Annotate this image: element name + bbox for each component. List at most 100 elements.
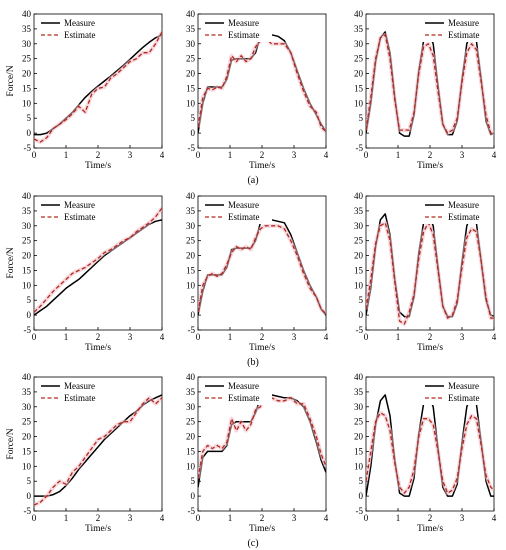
legend: Measure Estimate xyxy=(38,198,108,224)
x-tick-label: 2 xyxy=(96,150,101,160)
estimate-band xyxy=(366,32,494,136)
y-tick-label: 40 xyxy=(354,9,364,19)
legend: Measure Estimate xyxy=(202,16,272,42)
x-tick-label: 3 xyxy=(128,332,133,342)
x-tick-label: 3 xyxy=(128,513,133,523)
legend: Measure Estimate xyxy=(422,379,492,405)
x-tick-label: 4 xyxy=(160,513,165,523)
y-tick-label: 5 xyxy=(359,476,364,486)
caption-b: (b) xyxy=(247,357,259,368)
y-tick-label: 25 xyxy=(22,236,32,246)
y-tick-label: 30 xyxy=(186,221,196,231)
y-tick-label: 25 xyxy=(354,54,364,64)
series-estimate xyxy=(366,34,494,134)
y-tick-label: 35 xyxy=(186,206,196,216)
x-axis-title: Time/s xyxy=(85,161,111,171)
y-tick-label: 35 xyxy=(354,387,364,397)
legend-label: Measure xyxy=(228,18,259,28)
y-tick-label: 35 xyxy=(22,387,32,397)
caption-c: (c) xyxy=(247,538,258,549)
x-tick-label: 3 xyxy=(460,150,465,160)
x-tick-label: 2 xyxy=(428,332,433,342)
y-tick-label: 15 xyxy=(354,265,364,275)
y-tick-label: 20 xyxy=(354,251,364,261)
legend-label: Estimate xyxy=(448,30,480,40)
series-estimate xyxy=(198,37,326,133)
x-tick-label: 4 xyxy=(324,332,329,342)
chart-a3: 0 1 2 3 4-50510152025303540Time/sMeasureEsti… xyxy=(354,9,497,171)
y-tick-label: 40 xyxy=(186,191,196,201)
legend-label: Estimate xyxy=(64,30,96,40)
x-tick-label: 0 xyxy=(364,150,369,160)
y-tick-label: 10 xyxy=(354,280,364,290)
y-tick-label: 40 xyxy=(22,9,32,19)
chart-a2: 0 1 2 3 4-50510152025303540Time/sMeasureEsti… xyxy=(186,9,329,171)
y-tick-label: 35 xyxy=(22,24,32,34)
x-axis-title: Time/s xyxy=(249,343,275,353)
x-tick-label: 4 xyxy=(160,332,165,342)
x-axis-title: Time/s xyxy=(417,343,443,353)
legend-label: Estimate xyxy=(228,212,260,222)
legend-label: Measure xyxy=(448,381,479,391)
x-axis-title: Time/s xyxy=(85,343,111,353)
chart-c2: 0 1 2 3 4-50510152025303540Time/sMeasureEsti… xyxy=(186,372,329,534)
y-tick-label: -5 xyxy=(188,506,196,516)
x-tick-label: 3 xyxy=(292,150,297,160)
y-tick-label: -5 xyxy=(188,143,196,153)
y-tick-label: 25 xyxy=(22,54,32,64)
legend-box xyxy=(38,379,108,405)
y-tick-label: 10 xyxy=(354,461,364,471)
legend-box xyxy=(202,379,272,405)
x-axis-title: Time/s xyxy=(249,524,275,534)
y-tick-label: 0 xyxy=(359,310,364,320)
y-tick-label: 30 xyxy=(354,39,364,49)
x-tick-label: 0 xyxy=(32,513,37,523)
legend: Measure Estimate xyxy=(202,379,272,405)
legend-box xyxy=(202,16,272,42)
x-tick-label: 2 xyxy=(96,332,101,342)
y-tick-label: 20 xyxy=(354,432,364,442)
y-tick-label: -5 xyxy=(188,325,196,335)
y-tick-label: 10 xyxy=(22,98,32,108)
x-tick-label: 1 xyxy=(396,150,401,160)
series-measure xyxy=(198,219,326,316)
y-tick-label: 30 xyxy=(22,39,32,49)
y-tick-label: 15 xyxy=(186,83,196,93)
x-tick-label: 3 xyxy=(292,332,297,342)
y-tick-label: 20 xyxy=(186,251,196,261)
legend-label: Estimate xyxy=(228,30,260,40)
y-tick-label: 5 xyxy=(359,113,364,123)
legend: Measure Estimate xyxy=(422,198,492,224)
y-tick-label: 0 xyxy=(27,128,32,138)
x-tick-label: 0 xyxy=(364,513,369,523)
y-tick-label: 40 xyxy=(22,191,32,201)
x-tick-label: 2 xyxy=(260,513,265,523)
x-tick-label: 3 xyxy=(460,513,465,523)
x-tick-label: 1 xyxy=(228,332,233,342)
legend: Measure Estimate xyxy=(38,16,108,42)
legend-label: Estimate xyxy=(228,393,260,403)
y-tick-label: 25 xyxy=(186,236,196,246)
y-tick-label: 15 xyxy=(354,446,364,456)
y-tick-label: 40 xyxy=(186,9,196,19)
y-tick-label: 35 xyxy=(354,24,364,34)
x-tick-label: 4 xyxy=(492,150,497,160)
y-tick-label: 0 xyxy=(191,310,196,320)
y-tick-label: 10 xyxy=(186,461,196,471)
y-tick-label: 30 xyxy=(186,402,196,412)
y-tick-label: 0 xyxy=(359,128,364,138)
x-tick-label: 4 xyxy=(324,150,329,160)
legend-label: Measure xyxy=(228,381,259,391)
y-tick-label: 30 xyxy=(186,39,196,49)
plot-area xyxy=(198,389,326,488)
legend: Measure Estimate xyxy=(422,16,492,42)
chart-c1: 0 1 2 3 4-50510152025303540Time/sForce/NMeas… xyxy=(6,372,165,534)
series-measure xyxy=(34,34,162,136)
x-tick-label: 3 xyxy=(460,332,465,342)
series-measure xyxy=(366,394,494,497)
y-tick-label: 0 xyxy=(359,491,364,501)
y-tick-label: 15 xyxy=(354,83,364,93)
plot-area xyxy=(366,213,494,326)
x-tick-label: 3 xyxy=(128,150,133,160)
y-tick-label: 30 xyxy=(354,402,364,412)
